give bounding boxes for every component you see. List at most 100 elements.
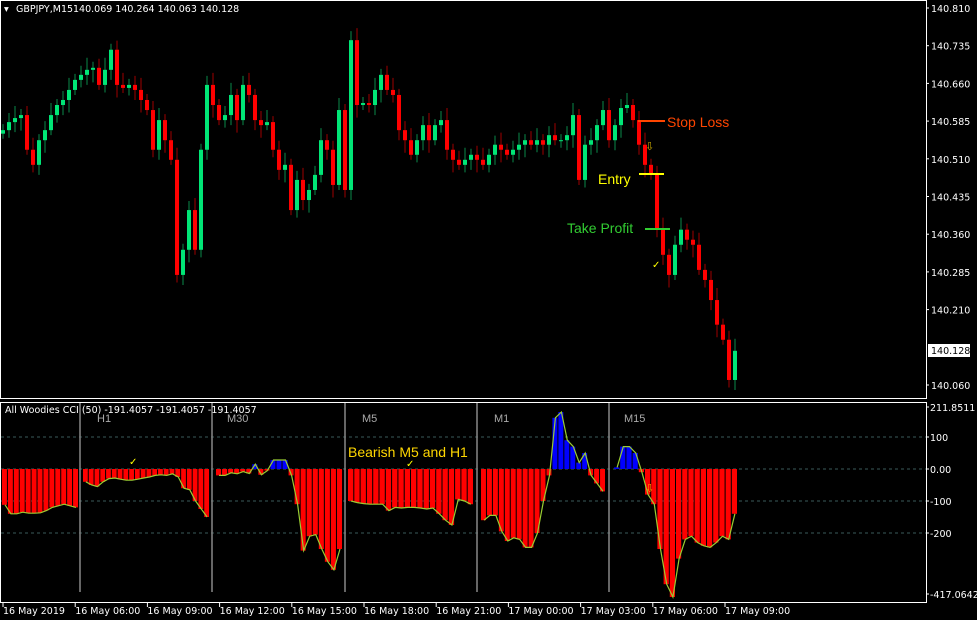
cci-bar: [486, 469, 492, 516]
candle: [19, 109, 23, 131]
candle: [337, 97, 341, 190]
time-tick-label: 17 May 06:00: [653, 606, 718, 617]
candle-body: [475, 154, 479, 160]
candle-body: [559, 140, 563, 142]
cci-bar: [204, 469, 209, 517]
cci-bar: [645, 469, 651, 495]
timeframe-label: M15: [624, 413, 645, 425]
candle: [37, 134, 41, 175]
candle-body: [343, 110, 347, 190]
candle-body: [241, 84, 245, 121]
cci-bar: [600, 469, 605, 492]
candle-body: [415, 140, 419, 155]
candle: [103, 57, 107, 93]
candle: [109, 43, 113, 80]
candle-body: [277, 149, 281, 170]
cci-bar: [152, 469, 158, 476]
candle-body: [373, 89, 377, 106]
candle: [709, 270, 713, 311]
candle-body: [409, 140, 413, 155]
cci-bar: [522, 469, 528, 548]
symbol-dropdown-icon[interactable]: ▾: [4, 4, 9, 15]
candle: [139, 77, 143, 113]
candle-body: [235, 94, 239, 121]
cci-bar: [106, 469, 111, 479]
candle-body: [37, 140, 41, 165]
time-tick-label: 17 May 00:00: [508, 606, 573, 617]
price-tick-label: 140.360: [931, 230, 970, 241]
candle: [625, 92, 629, 114]
cci-tick-label: 0.00: [930, 465, 951, 476]
cci-bar: [88, 469, 94, 485]
cci-line: [616, 446, 736, 599]
cci-bar: [186, 469, 192, 490]
candle-body: [733, 350, 737, 380]
candle-body: [655, 174, 659, 230]
candle: [325, 134, 329, 160]
cci-bar: [129, 469, 134, 481]
cci-bar: [442, 469, 448, 521]
candle: [343, 104, 347, 198]
candle-body: [217, 105, 221, 121]
candle: [619, 98, 623, 138]
cci-bar: [146, 469, 152, 477]
candle-body: [391, 89, 395, 95]
candle: [79, 65, 83, 88]
cci-bar: [467, 469, 473, 505]
candle: [85, 57, 89, 85]
timeframe-label: M5: [362, 413, 377, 425]
candle-body: [487, 154, 491, 165]
cci-bar: [276, 460, 282, 469]
cci-bar: [558, 412, 564, 469]
candle-body: [193, 210, 197, 250]
candle: [67, 77, 71, 113]
cci-bar: [461, 469, 467, 501]
candle: [277, 140, 281, 180]
candle: [535, 128, 539, 153]
price-tick-label: 140.060: [931, 381, 970, 392]
candle-body: [637, 120, 641, 145]
cci-line: [85, 473, 208, 518]
candle: [463, 147, 467, 173]
price-tick-label: 140.435: [931, 193, 970, 204]
candle-body: [7, 122, 11, 131]
candle: [121, 72, 125, 93]
cci-bar: [455, 469, 461, 500]
cci-bar: [49, 469, 55, 508]
candle: [127, 78, 131, 96]
candle: [679, 217, 683, 253]
cci-bar: [682, 469, 688, 540]
candle-body: [211, 84, 215, 106]
cci-bar: [719, 469, 725, 537]
cci-bar: [7, 469, 13, 514]
cci-bar: [25, 469, 31, 514]
candle: [571, 103, 575, 148]
cci-bar: [94, 469, 100, 487]
timeframe-label: H1: [97, 413, 111, 425]
cci-tick-label: -200: [930, 529, 952, 540]
candle-body: [355, 40, 359, 106]
candle: [235, 88, 239, 133]
cci-bar: [429, 469, 436, 509]
candle-body: [445, 120, 449, 150]
candle-body: [643, 144, 647, 165]
cci-bar: [576, 462, 582, 469]
cci-tick-label: -417.0642: [930, 590, 977, 601]
candle-body: [715, 300, 719, 325]
cci-bar: [516, 469, 522, 540]
candle-body: [229, 94, 233, 116]
candle: [481, 147, 485, 170]
cci-bar: [481, 469, 486, 521]
cci-bar: [216, 469, 222, 476]
candle: [193, 198, 197, 255]
price-tick-label: 140.285: [931, 268, 970, 279]
cci-bar: [552, 417, 558, 469]
candle: [529, 131, 533, 150]
candle-body: [259, 120, 263, 126]
candles: [1, 28, 737, 391]
candle-body: [595, 125, 599, 141]
candle: [685, 223, 689, 250]
candle: [205, 75, 209, 160]
candle-body: [181, 249, 185, 275]
candle: [169, 131, 173, 165]
